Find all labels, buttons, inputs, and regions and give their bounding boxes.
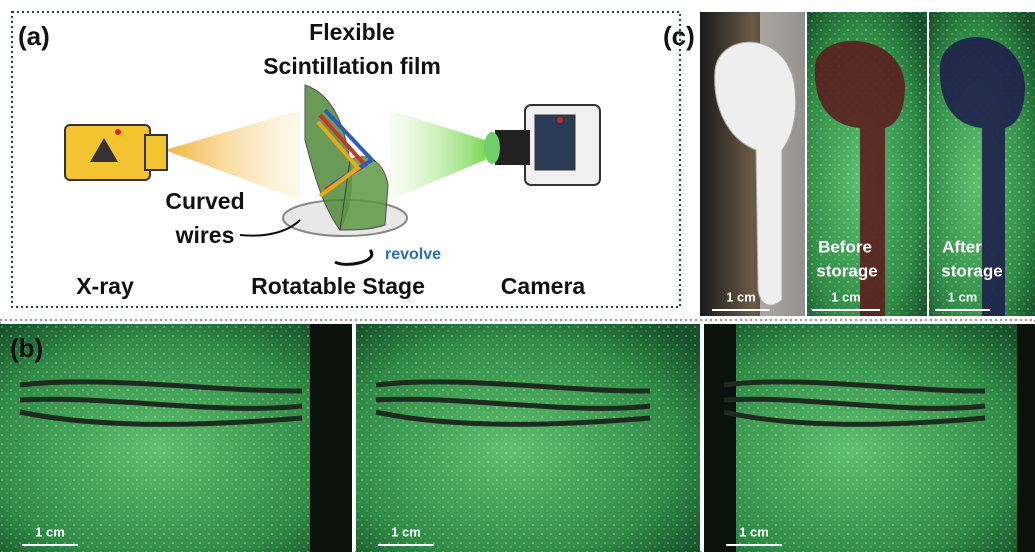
film-label: Scintillation film — [263, 53, 441, 79]
speckle — [704, 324, 1035, 552]
wires — [316, 108, 376, 198]
panel-a: (a) Flexible Scintillation film Curved w… — [11, 11, 681, 308]
panel-b: 1 cm 1 cm 1 cm — [0, 319, 1035, 552]
panel-label: (c) — [663, 21, 695, 51]
film-label: Flexible — [309, 19, 395, 45]
speckle — [0, 324, 352, 552]
wires-label: wires — [175, 222, 235, 248]
earbud — [714, 41, 797, 306]
wire — [375, 396, 651, 411]
scale-label: 1 cm — [726, 289, 756, 304]
scale-label: 1 cm — [831, 289, 861, 304]
rotate-arrow — [334, 249, 374, 266]
panel-label: (a) — [18, 21, 50, 51]
revolve-label: revolve — [385, 246, 441, 263]
xray-source — [64, 124, 168, 181]
panel-label: (b) — [10, 333, 43, 363]
wire — [19, 396, 303, 411]
scale-label: 1 cm — [739, 524, 769, 539]
caption: storage — [941, 261, 1002, 280]
wire — [375, 409, 651, 427]
light-beam — [390, 110, 485, 200]
camera-label: Camera — [501, 273, 586, 299]
caption: After — [942, 237, 982, 256]
dark-edge — [310, 324, 352, 552]
wire — [723, 409, 986, 427]
shadow — [814, 40, 905, 317]
wire — [375, 379, 651, 394]
stage-label: Rotatable Stage — [251, 273, 425, 299]
xray-label: X-ray — [76, 273, 134, 299]
panel-c: (c) Before storage After storage 1 cm 1 c… — [663, 12, 1035, 317]
scale-label: 1 cm — [35, 524, 65, 539]
dark-edge — [704, 324, 736, 552]
wire — [723, 379, 986, 394]
caption: storage — [816, 261, 877, 280]
scale-label: 1 cm — [391, 524, 421, 539]
xray-beam — [165, 110, 300, 200]
shadow — [939, 37, 1025, 316]
pointer — [239, 219, 301, 237]
wire — [19, 409, 303, 427]
wire — [19, 379, 303, 394]
camera — [484, 104, 601, 186]
wire — [723, 396, 986, 411]
dark-edge — [1017, 324, 1035, 552]
speckle — [356, 324, 700, 552]
caption: Before — [818, 237, 872, 256]
wires-label: Curved — [165, 188, 244, 214]
scale-label: 1 cm — [948, 289, 978, 304]
